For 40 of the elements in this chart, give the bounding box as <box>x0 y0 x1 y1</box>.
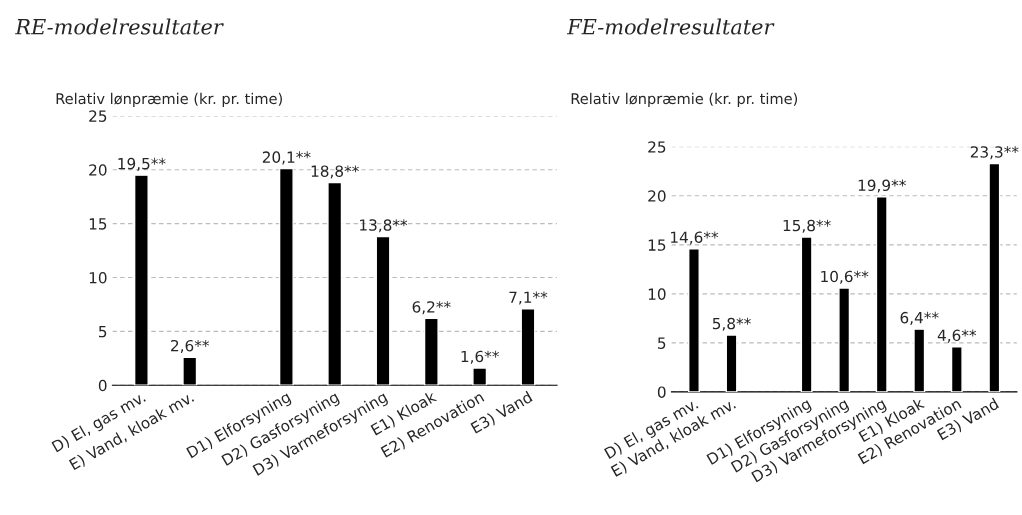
data-label: 2,6** <box>171 339 210 354</box>
y-tick-label: 5 <box>658 337 666 349</box>
bar <box>423 317 439 386</box>
y-tick-label: 5 <box>99 326 107 338</box>
data-label: 19,5** <box>118 157 166 171</box>
data-label: 23,3** <box>970 146 1019 160</box>
bar <box>278 167 294 386</box>
data-label: 15,8** <box>783 219 831 233</box>
chart-title: RE-modelresultater <box>15 18 224 35</box>
chart-title: FE-modelresultater <box>566 18 775 35</box>
y-axis-title: Relativ lønpræmie (kr. pr. time) <box>571 92 798 107</box>
y-tick-label: 20 <box>648 190 666 202</box>
bar <box>182 356 198 386</box>
y-axis-title: Relativ lønpræmie (kr. pr. time) <box>56 92 282 107</box>
y-tick-label: 15 <box>648 239 666 251</box>
data-label: 19,9** <box>858 179 906 193</box>
y-tick-label: 25 <box>89 110 107 122</box>
data-label: 1,6** <box>461 350 499 364</box>
data-label: 7,1** <box>509 291 548 305</box>
bar <box>327 181 343 386</box>
data-label: 13,8** <box>360 219 408 233</box>
data-label: 14,6** <box>671 231 719 245</box>
data-label: 4,6** <box>937 329 977 343</box>
data-label: 18,8** <box>311 165 359 179</box>
y-tick-label: 25 <box>648 141 666 153</box>
y-tick-label: 20 <box>89 164 107 176</box>
y-tick-label: 0 <box>657 386 666 398</box>
data-label: 5,8** <box>712 317 751 331</box>
bar <box>375 235 391 386</box>
y-tick-label: 15 <box>89 218 107 230</box>
data-label: 10,6** <box>821 270 869 284</box>
bar <box>472 367 488 386</box>
data-label: 6,2** <box>412 301 451 315</box>
data-label: 20,1** <box>262 151 311 165</box>
bar <box>133 174 149 386</box>
y-tick-label: 10 <box>89 271 107 284</box>
bar <box>520 308 536 386</box>
y-tick-label: 0 <box>98 379 107 392</box>
data-label: 6,4** <box>900 311 939 325</box>
y-tick-label: 10 <box>648 288 666 300</box>
